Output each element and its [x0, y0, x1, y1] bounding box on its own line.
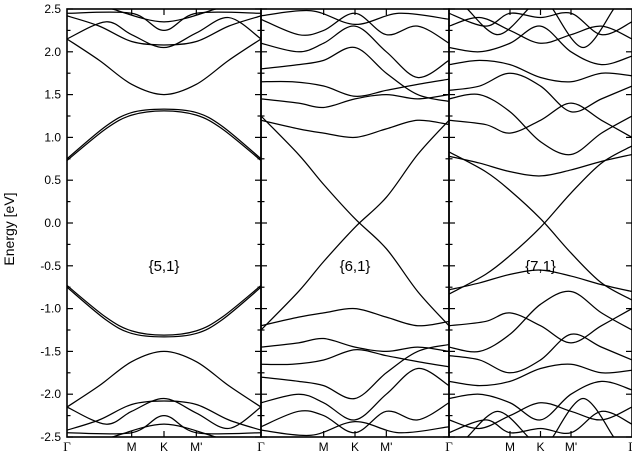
x-tick-label: M — [505, 440, 515, 454]
panel-label: {6,1} — [340, 258, 371, 275]
x-tick-label: Γ — [628, 439, 632, 454]
band-line — [448, 410, 632, 434]
band-line — [67, 15, 262, 46]
band-line — [260, 420, 450, 437]
band-line — [448, 16, 632, 44]
band-line — [260, 12, 450, 44]
y-axis-title: Energy [eV] — [1, 192, 17, 265]
band-line — [448, 333, 632, 374]
axis-text: Γ M K M' {5,1} Γ M K M' {6,1} Γ M K M' Γ {7,1} 2.5 2.0 1.5… — [40, 2, 632, 454]
band-line — [448, 269, 632, 293]
panel-2-frame — [260, 8, 450, 438]
band-line — [67, 285, 262, 336]
x-tick-label: M' — [190, 440, 202, 454]
bands-layer — [67, 9, 632, 437]
band-line — [448, 363, 632, 387]
y-tick-label: -1.5 — [40, 344, 61, 358]
axis-ticks — [67, 8, 632, 438]
band-line — [448, 59, 632, 83]
x-tick-label: M — [319, 440, 329, 454]
band-line — [260, 119, 450, 331]
y-tick-label: -2.5 — [40, 430, 61, 444]
band-line — [67, 38, 262, 96]
y-tick-label: -0.5 — [40, 259, 61, 273]
band-line — [448, 102, 632, 138]
y-tick-label: 0.5 — [44, 173, 61, 187]
band-line — [260, 9, 450, 26]
band-line — [552, 9, 615, 49]
x-tick-label: Γ — [257, 439, 265, 454]
y-tick-label: -1.0 — [40, 302, 61, 316]
y-tick-label: 0.0 — [44, 216, 61, 230]
band-line — [260, 349, 450, 368]
band-line — [112, 9, 216, 23]
band-line — [67, 414, 262, 435]
band-line — [260, 93, 450, 109]
band-line — [67, 16, 262, 49]
y-tick-label: 2.5 — [44, 2, 61, 16]
band-line — [112, 423, 216, 437]
panel-label: {7,1} — [525, 258, 556, 275]
y-tick-label: 1.0 — [44, 130, 61, 144]
band-line — [260, 119, 450, 139]
x-tick-label: K — [536, 440, 544, 454]
band-line — [260, 25, 450, 79]
band-line — [67, 400, 262, 431]
band-line — [260, 402, 450, 434]
y-tick-label: 1.5 — [44, 88, 61, 102]
band-line — [448, 12, 632, 36]
band-line — [260, 337, 450, 353]
panel-frames — [66, 8, 632, 438]
band-line — [448, 25, 632, 66]
band-line — [260, 343, 450, 400]
band-line — [67, 397, 262, 430]
band-line — [448, 290, 632, 353]
band-line — [67, 108, 262, 160]
band-line — [448, 308, 632, 344]
band-line — [67, 110, 262, 161]
x-tick-label: M' — [565, 440, 577, 454]
x-tick-label: M' — [380, 440, 392, 454]
band-line — [260, 46, 450, 103]
x-tick-label: Γ — [445, 439, 453, 454]
band-line — [448, 402, 632, 430]
band-line — [260, 78, 450, 97]
band-line — [448, 151, 632, 301]
band-line — [448, 72, 632, 113]
panel-3-bands — [448, 9, 632, 437]
band-line — [448, 380, 632, 421]
panel-1-frame — [66, 8, 262, 438]
y-tick-label: 2.0 — [44, 45, 61, 59]
band-line — [67, 11, 262, 32]
x-tick-label: M — [127, 440, 137, 454]
band-line — [466, 410, 529, 437]
band-line — [448, 93, 632, 156]
band-line — [260, 115, 450, 327]
x-tick-label: K — [351, 440, 359, 454]
band-line — [260, 307, 450, 327]
band-line — [67, 286, 262, 338]
band-line — [552, 397, 615, 437]
panel-label: {5,1} — [149, 258, 180, 275]
band-line — [448, 145, 632, 295]
x-tick-label: K — [160, 440, 168, 454]
band-line — [67, 350, 262, 408]
band-line — [448, 153, 632, 177]
y-tick-label: -2.0 — [40, 387, 61, 401]
x-tick-label: Γ — [63, 439, 71, 454]
band-line — [260, 367, 450, 421]
band-line — [466, 9, 529, 36]
panel-2-bands — [260, 9, 450, 437]
panel-1-bands — [67, 9, 262, 437]
